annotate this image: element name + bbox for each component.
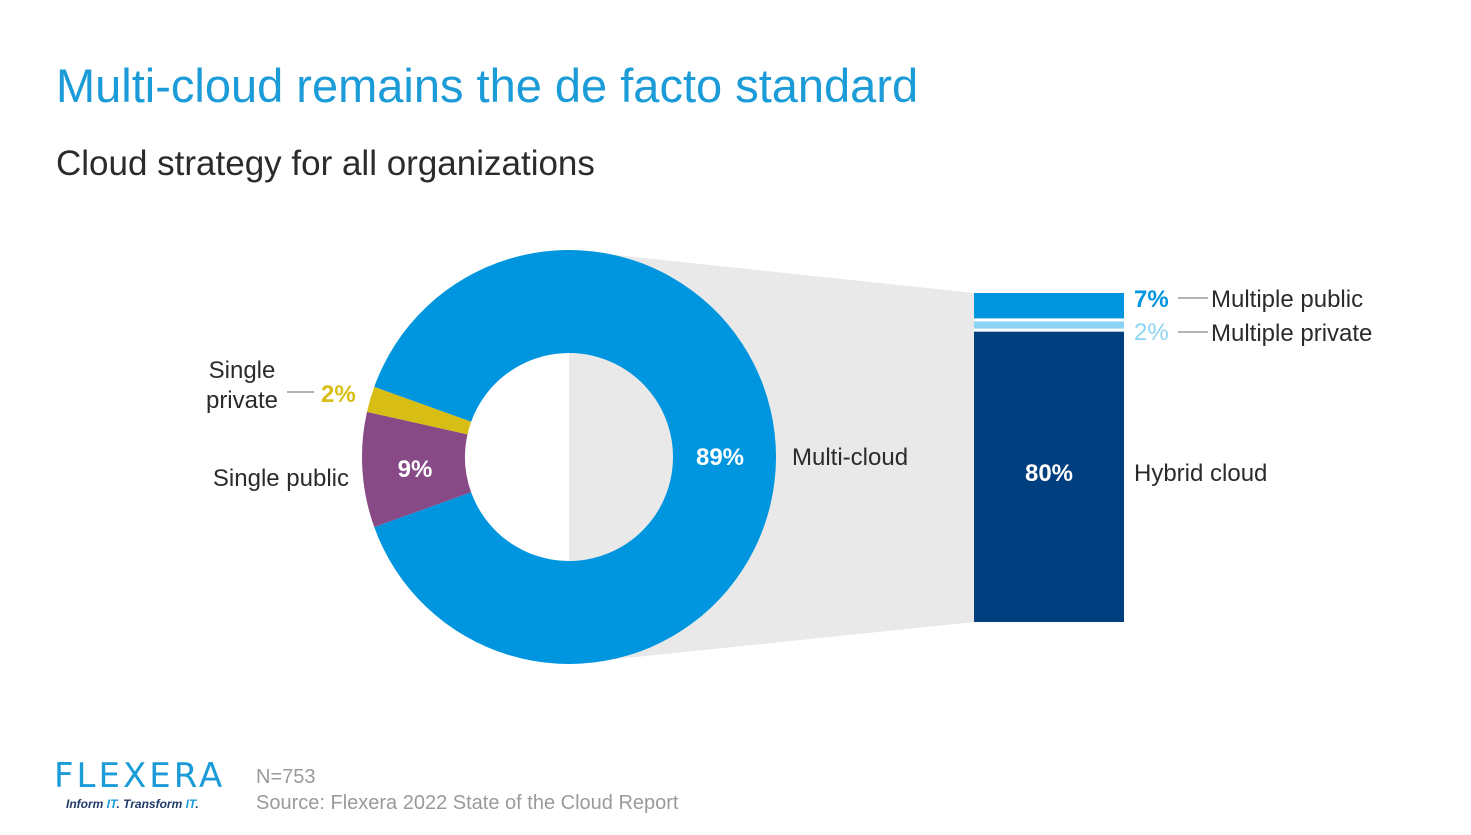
footer-notes: N=753 Source: Flexera 2022 State of the …: [256, 764, 678, 816]
category-label-line: private: [206, 387, 278, 414]
value-label-single-public: 9%: [398, 456, 433, 483]
slide-title: Multi-cloud remains the de facto standar…: [56, 59, 919, 112]
value-label-multiple-public: 7%: [1134, 286, 1169, 313]
category-label-multiple-private: Multiple private: [1211, 320, 1372, 347]
bar-segment-multiple-private: [974, 321, 1124, 329]
category-label-single-private: Single private: [206, 357, 278, 414]
source-label: Source: Flexera 2022 State of the Cloud …: [256, 792, 679, 814]
category-label-hybrid-cloud: Hybrid cloud: [1134, 460, 1267, 487]
category-label-line: Single: [209, 357, 276, 384]
sample-size-label: N=753: [256, 766, 316, 788]
value-label-single-private: 2%: [321, 381, 356, 408]
bar-segment-hybrid-cloud: [974, 331, 1124, 622]
category-label-multiple-public: Multiple public: [1211, 286, 1363, 313]
value-label-hybrid-cloud: 80%: [1025, 460, 1073, 487]
logo-tagline: Inform IT. Transform IT.: [66, 797, 199, 811]
logo-wordmark: FLEXERA: [54, 756, 226, 796]
category-label-single-public: Single public: [213, 465, 349, 492]
slide-subtitle: Cloud strategy for all organizations: [56, 144, 595, 183]
slice-multi-cloud: [374, 250, 776, 665]
value-label-multi-cloud: 89%: [696, 444, 744, 471]
value-label-multiple-private: 2%: [1134, 319, 1169, 346]
slice-single-public: [361, 411, 472, 528]
slice-single-private: [366, 386, 472, 435]
bar-segment-multiple-public: [974, 293, 1124, 319]
flexera-logo: FLEXERA Inform IT. Transform IT.: [54, 758, 229, 811]
category-label-multi-cloud: Multi-cloud: [792, 444, 908, 471]
